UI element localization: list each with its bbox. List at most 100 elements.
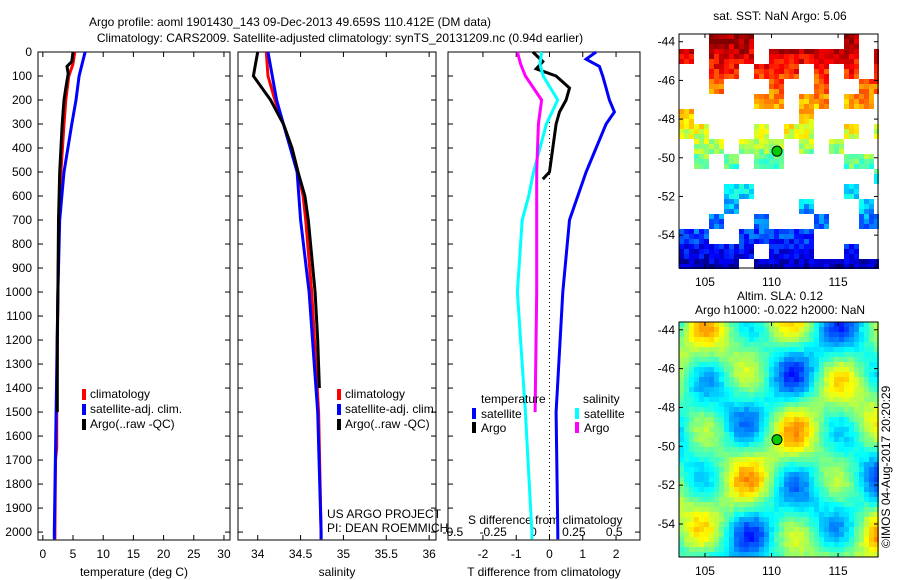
map-cell [824, 64, 829, 69]
map-cell [774, 522, 779, 527]
map-cell [844, 154, 849, 159]
map-cell [754, 402, 759, 407]
map-cell [759, 497, 764, 502]
map-cell [729, 337, 734, 342]
map-cell [769, 154, 774, 159]
map-cell [759, 482, 764, 487]
map-cell [804, 542, 809, 547]
map-cell [769, 149, 774, 154]
map-cell [729, 362, 734, 367]
map-cell [714, 422, 719, 427]
temperature-plot-frame [37, 51, 231, 541]
map-cell [729, 34, 734, 39]
map-cell [789, 249, 794, 254]
map-cell [814, 219, 819, 224]
map-cell [854, 39, 859, 44]
map-cell [819, 264, 824, 269]
map-cell [839, 397, 844, 402]
map-cell [869, 264, 874, 269]
map-cell [804, 547, 809, 552]
map-cell [759, 264, 764, 269]
map-cell [824, 537, 829, 542]
map-cell [799, 149, 804, 154]
map-cell [814, 412, 819, 417]
map-cell [819, 322, 824, 327]
map-cell [704, 467, 709, 472]
map-cell [784, 357, 789, 362]
map-cell [789, 397, 794, 402]
map-cell [744, 372, 749, 377]
map-cell [834, 467, 839, 472]
map-cell [754, 362, 759, 367]
map-cell [734, 357, 739, 362]
map-cell [704, 452, 709, 457]
map-cell [769, 387, 774, 392]
map-cell [859, 164, 864, 169]
map-cell [864, 332, 869, 337]
map-cell [829, 332, 834, 337]
map-cell [849, 49, 854, 54]
map-cell [794, 532, 799, 537]
map-cell [804, 532, 809, 537]
map-cell [714, 327, 719, 332]
map-cell [809, 547, 814, 552]
map-cell [689, 527, 694, 532]
map-cell [684, 457, 689, 462]
s-tick-label: 0.25 [562, 525, 586, 539]
map-cell [789, 427, 794, 432]
map-cell [784, 462, 789, 467]
map-cell [729, 154, 734, 159]
map-cell [769, 407, 774, 412]
map-cell [819, 502, 824, 507]
map-cell [764, 392, 769, 397]
map-cell [874, 542, 879, 547]
map-cell [844, 332, 849, 337]
map-cell [769, 502, 774, 507]
map-cell [679, 249, 684, 254]
map-cell [789, 507, 794, 512]
map-cell [829, 407, 834, 412]
map-cell [794, 387, 799, 392]
map-cell [719, 372, 724, 377]
map-cell [694, 477, 699, 482]
map-cell [794, 327, 799, 332]
map-cell [774, 402, 779, 407]
map-cell [854, 547, 859, 552]
map-cell [734, 447, 739, 452]
map-cell [704, 149, 709, 154]
map-cell [729, 467, 734, 472]
map-cell [739, 427, 744, 432]
map-cell [719, 507, 724, 512]
map-cell [709, 254, 714, 259]
map-cell [829, 552, 834, 557]
map-cell [709, 54, 714, 59]
map-cell [699, 134, 704, 139]
map-cell [844, 194, 849, 199]
map-cell [849, 392, 854, 397]
map-cell [779, 547, 784, 552]
x-tick-label: 1 [579, 547, 586, 561]
map-cell [734, 154, 739, 159]
map-cell [799, 547, 804, 552]
map-cell [834, 462, 839, 467]
map-cell [734, 377, 739, 382]
map-cell [814, 74, 819, 79]
map-cell [869, 402, 874, 407]
map-cell [829, 347, 834, 352]
map-cell [819, 472, 824, 477]
legend-swatch [82, 419, 86, 430]
map-cell [729, 392, 734, 397]
map-cell [749, 229, 754, 234]
map-cell [779, 159, 784, 164]
map-cell [849, 362, 854, 367]
map-cell [774, 244, 779, 249]
legend-heading-temperature: temperature [481, 392, 546, 406]
map-cell [769, 522, 774, 527]
map-cell [869, 159, 874, 164]
map-cell [714, 462, 719, 467]
map-cell [804, 382, 809, 387]
map-cell [759, 392, 764, 397]
map-cell [849, 407, 854, 412]
map-cell [844, 412, 849, 417]
map-cell [699, 452, 704, 457]
